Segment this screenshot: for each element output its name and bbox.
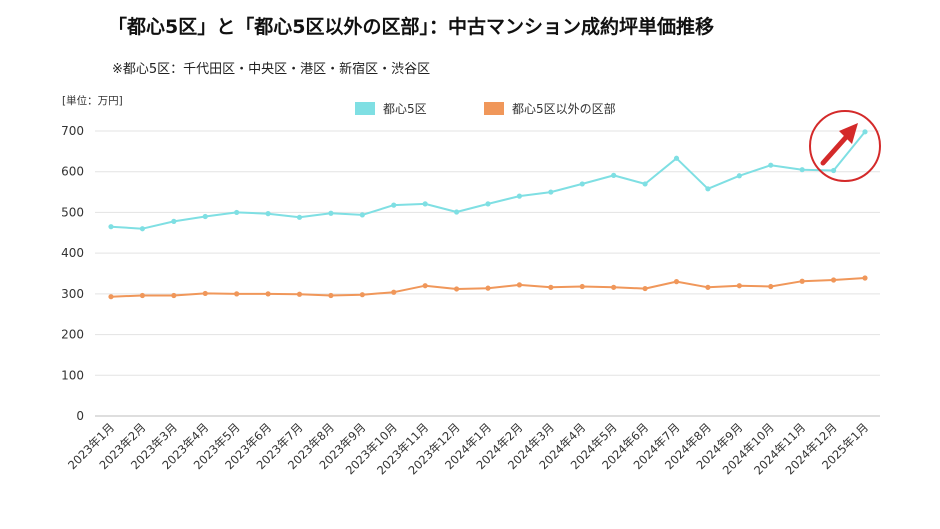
- chart-title: 「都心5区」と「都心5区以外の区部」：中古マンション成約坪単価推移: [108, 16, 714, 38]
- legend-swatch: [355, 102, 375, 115]
- data-point: [108, 224, 114, 230]
- y-axis-unit-label: [単位：万円]: [62, 94, 123, 107]
- legend-label: 都心5区以外の区部: [512, 101, 616, 116]
- data-point: [453, 286, 460, 292]
- data-point: [296, 214, 303, 220]
- legend-label: 都心5区: [383, 102, 427, 116]
- x-axis-ticks: 2023年1月2023年2月2023年3月2023年4月2023年5月2023年…: [65, 420, 871, 477]
- data-point: [516, 282, 523, 288]
- data-point: [359, 212, 365, 218]
- data-point: [862, 275, 868, 281]
- data-point: [171, 218, 177, 224]
- data-point: [139, 292, 146, 299]
- data-point: [234, 291, 240, 297]
- data-point: [139, 226, 146, 232]
- data-point: [296, 291, 303, 297]
- data-point: [579, 283, 585, 290]
- data-point: [108, 294, 114, 300]
- y-tick-label: 500: [61, 205, 84, 219]
- data-point: [799, 278, 805, 284]
- highlight-circle: [809, 110, 881, 182]
- y-tick-label: 0: [76, 409, 84, 423]
- y-tick-label: 400: [61, 246, 84, 260]
- data-point: [516, 193, 523, 199]
- highlight-arrow-head: [839, 123, 858, 144]
- data-point: [359, 292, 365, 298]
- data-point: [548, 189, 554, 195]
- highlight-annotation: [809, 110, 881, 182]
- data-point: [234, 209, 240, 216]
- data-point: [768, 283, 774, 290]
- data-point: [862, 129, 868, 135]
- highlight-arrow-shaft: [820, 132, 851, 166]
- data-point: [422, 283, 428, 289]
- data-point: [611, 284, 617, 290]
- gridlines: [95, 130, 880, 417]
- data-point: [611, 172, 617, 178]
- y-axis-ticks: 0 100 200 300 400 500 600 700: [61, 124, 84, 423]
- y-tick-label: 100: [61, 368, 84, 382]
- data-point: [453, 209, 460, 215]
- data-point: [391, 289, 397, 295]
- data-point: [548, 284, 554, 290]
- data-point: [830, 277, 837, 283]
- data-point: [422, 201, 428, 207]
- data-point: [202, 290, 208, 297]
- y-tick-label: 200: [61, 328, 84, 342]
- data-point: [642, 285, 648, 292]
- y-tick-label: 700: [61, 124, 84, 138]
- data-point: [579, 181, 585, 187]
- data-point: [705, 284, 711, 290]
- data-point: [265, 211, 271, 217]
- data-point: [202, 213, 208, 220]
- legend: 都心5区 都心5区以外の区部: [355, 101, 616, 116]
- data-point: [830, 167, 837, 174]
- data-point: [265, 291, 271, 297]
- data-point: [171, 292, 177, 299]
- data-point: [642, 181, 648, 187]
- series-line-1: [110, 131, 866, 230]
- series-points: [108, 129, 868, 300]
- data-point: [736, 283, 742, 289]
- data-point: [705, 186, 711, 192]
- data-point: [799, 167, 805, 173]
- data-point: [736, 173, 742, 179]
- data-point: [485, 285, 491, 291]
- series-lines: [110, 131, 866, 298]
- data-point: [485, 201, 491, 207]
- data-point: [328, 292, 334, 299]
- legend-swatch: [484, 102, 504, 115]
- y-tick-label: 600: [61, 165, 84, 179]
- data-point: [768, 162, 774, 168]
- data-point: [673, 155, 680, 161]
- data-point: [391, 202, 397, 208]
- chart-subtitle: ※都心5区：千代田区・中央区・港区・新宿区・渋谷区: [112, 62, 431, 77]
- y-tick-label: 300: [61, 287, 84, 301]
- data-point: [673, 279, 680, 285]
- data-point: [328, 210, 334, 216]
